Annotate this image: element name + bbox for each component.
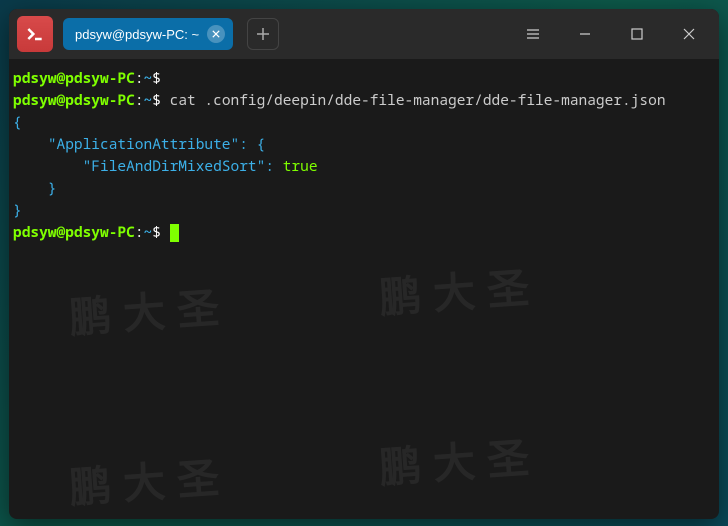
cursor xyxy=(170,224,179,242)
prompt-user: pdsyw@pdsyw-PC xyxy=(13,90,135,110)
watermark: 鹏大圣 xyxy=(67,443,233,515)
cmd-2: cat .config/deepin/dde-file-manager/dde-… xyxy=(170,90,666,110)
json-out: "ApplicationAttribute": { xyxy=(13,134,265,154)
json-out: } xyxy=(13,200,22,220)
prompt-sep: : xyxy=(135,222,144,242)
json-out: { xyxy=(13,112,22,132)
close-icon[interactable] xyxy=(667,12,711,56)
prompt-symbol: $ xyxy=(152,222,161,242)
prompt-path: ~ xyxy=(144,222,153,242)
prompt-sep: : xyxy=(135,68,144,88)
json-out: "FileAndDirMixedSort": true xyxy=(13,156,318,176)
watermark: 鹏大圣 xyxy=(67,273,233,345)
prompt-symbol: $ xyxy=(152,68,161,88)
terminal-window: pdsyw@pdsyw-PC: ~ pdsyw@pdsyw-PC:~$ pdsy… xyxy=(9,9,719,519)
prompt-user: pdsyw@pdsyw-PC xyxy=(13,222,135,242)
tab-title: pdsyw@pdsyw-PC: ~ xyxy=(75,27,199,42)
new-tab-button[interactable] xyxy=(247,18,279,50)
tab-close-icon[interactable] xyxy=(207,25,225,43)
terminal-app-icon xyxy=(17,16,53,52)
minimize-icon[interactable] xyxy=(563,12,607,56)
watermark: 鹏大圣 xyxy=(377,423,543,495)
watermark: 鹏大圣 xyxy=(377,253,543,325)
prompt-user: pdsyw@pdsyw-PC xyxy=(13,68,135,88)
terminal-output[interactable]: pdsyw@pdsyw-PC:~$ pdsyw@pdsyw-PC:~$ cat … xyxy=(9,59,719,251)
window-controls xyxy=(511,12,711,56)
prompt-path: ~ xyxy=(144,68,153,88)
prompt-path: ~ xyxy=(144,90,153,110)
maximize-icon[interactable] xyxy=(615,12,659,56)
titlebar: pdsyw@pdsyw-PC: ~ xyxy=(9,9,719,59)
prompt-sep: : xyxy=(135,90,144,110)
menu-icon[interactable] xyxy=(511,12,555,56)
prompt-symbol: $ xyxy=(152,90,161,110)
json-out: } xyxy=(13,178,57,198)
active-tab[interactable]: pdsyw@pdsyw-PC: ~ xyxy=(63,18,233,50)
